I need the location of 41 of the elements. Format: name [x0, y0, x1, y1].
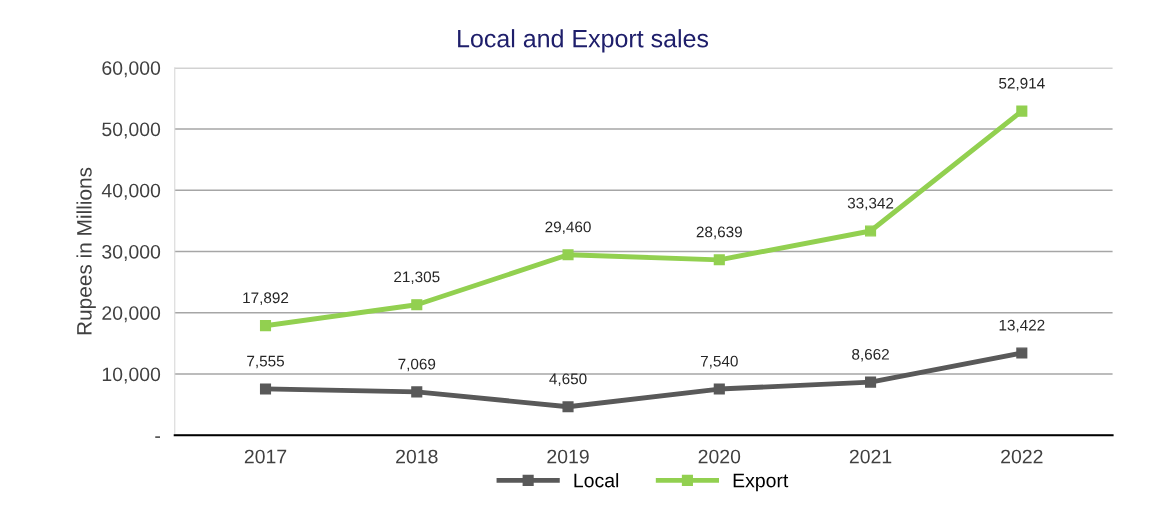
data-label: 52,914	[999, 77, 1045, 91]
data-label: 7,555	[247, 355, 284, 369]
y-tick-label: 40,000	[101, 183, 161, 200]
data-label: 28,639	[696, 226, 742, 240]
data-label: 29,460	[545, 221, 591, 235]
data-label: 4,650	[549, 373, 587, 387]
y-tick-label: 20,000	[102, 306, 161, 323]
y-tick-label: 10,000	[102, 367, 161, 384]
data-label: 7,069	[398, 358, 436, 372]
point	[1016, 105, 1028, 117]
data-label: 13,422	[999, 319, 1045, 333]
point	[259, 383, 272, 395]
point	[562, 249, 574, 261]
legend-label: Export	[733, 473, 789, 492]
x-tick-label: 2018	[396, 449, 438, 464]
legend-label: Local	[574, 473, 619, 488]
point	[713, 383, 725, 395]
point	[562, 401, 574, 413]
y-tick-label: 60,000	[102, 61, 161, 78]
point	[411, 299, 423, 311]
x-tick-label: 2019	[547, 449, 589, 464]
y-axis-title: Rupees in Millions	[76, 167, 96, 335]
data-label: 21,305	[394, 271, 440, 285]
chart-title: Local and Export sales	[458, 29, 709, 53]
x-tick-label: 2017	[244, 449, 287, 464]
x-tick-label: 2021	[849, 449, 892, 464]
data-label: 8,662	[852, 348, 889, 362]
y-tick-label: 50,000	[102, 122, 161, 139]
data-label: 33,342	[847, 197, 894, 211]
point	[411, 386, 423, 398]
x-tick-label: 2020	[698, 449, 741, 464]
data-label: 17,892	[243, 292, 289, 305]
point	[259, 320, 272, 332]
x-tick-label: 2022	[1001, 449, 1043, 464]
data-label: 7,540	[700, 355, 738, 369]
point	[1016, 347, 1028, 359]
y-tick-label: -	[155, 436, 160, 438]
point	[713, 254, 725, 266]
point	[864, 376, 877, 388]
y-tick-label: 30,000	[102, 244, 161, 262]
point	[864, 225, 877, 237]
